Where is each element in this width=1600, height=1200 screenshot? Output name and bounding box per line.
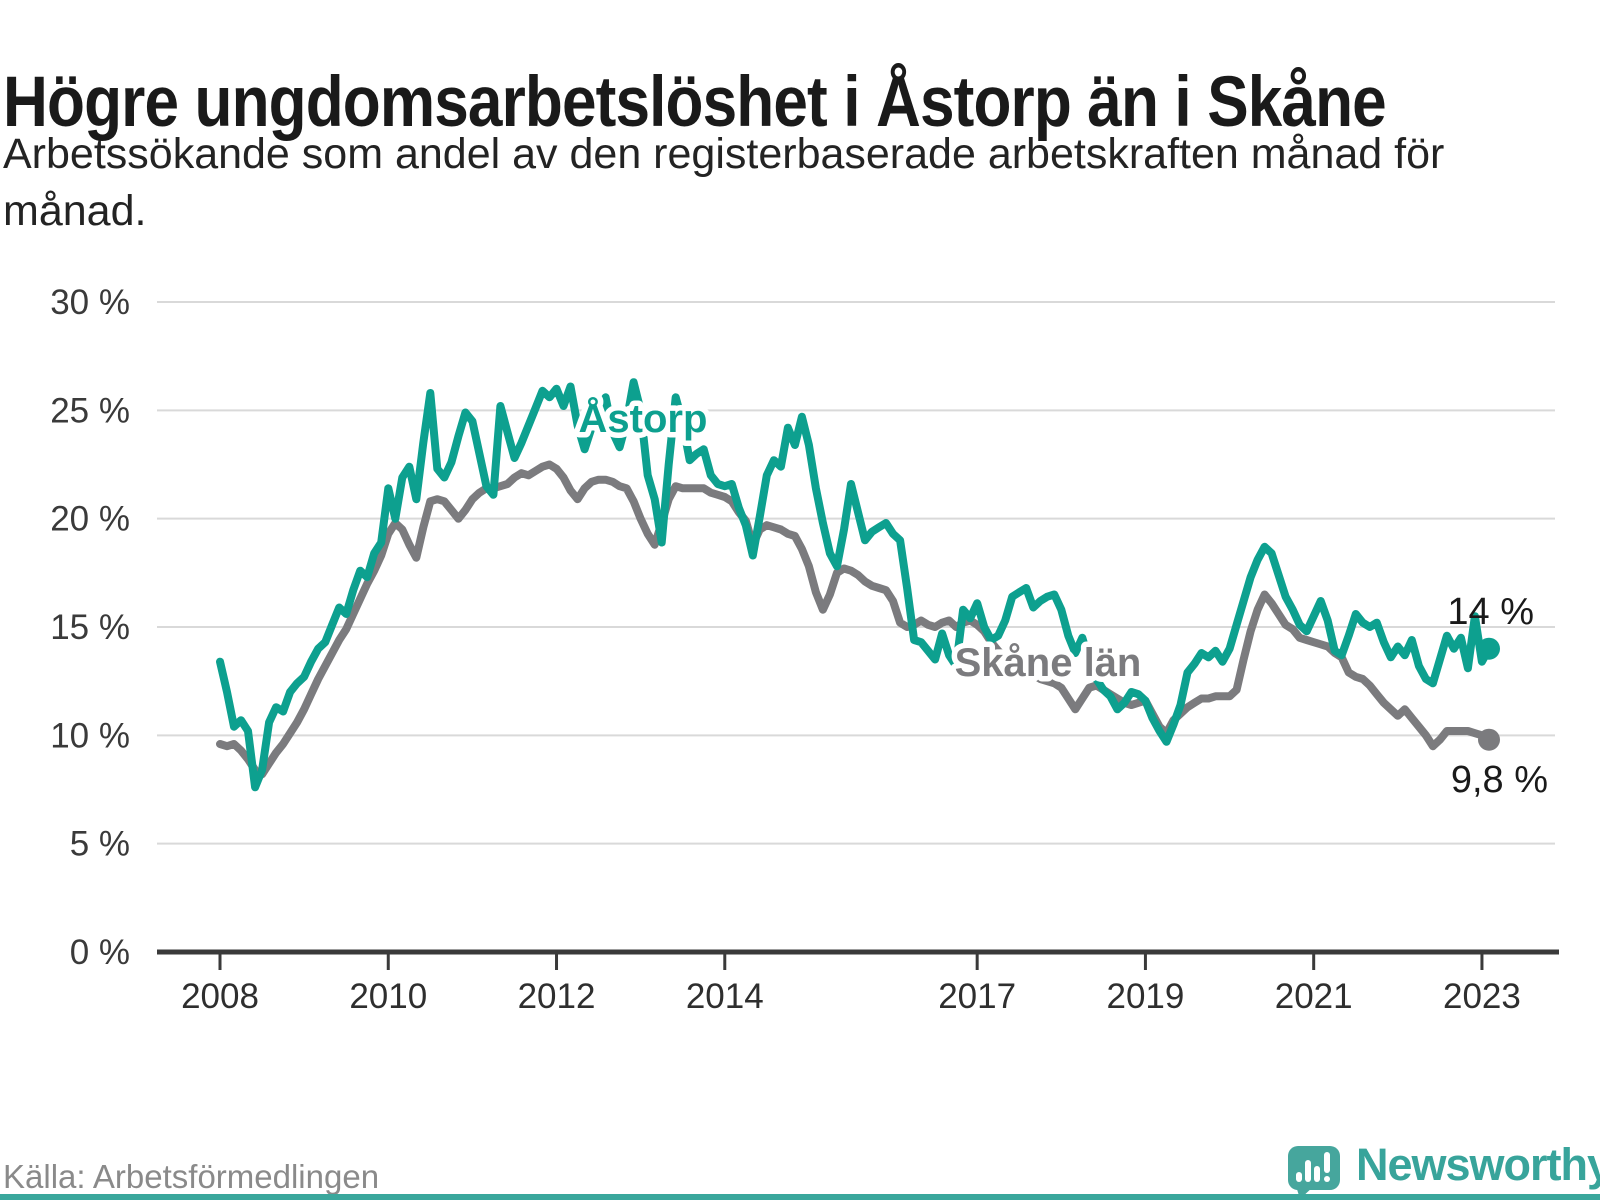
x-axis-tick-label: 2014: [686, 977, 764, 1016]
logo-bubble: [1288, 1146, 1340, 1190]
x-axis-tick-label: 2019: [1106, 977, 1184, 1016]
page-subtitle: Arbetssökande som andel av den registerb…: [3, 130, 1445, 235]
series-end-value-astorp: 14 %: [1447, 591, 1534, 633]
brand-name: Newsworthy: [1356, 1139, 1600, 1190]
series-end-dot-astorp: [1478, 637, 1500, 660]
logo-bar-tall: [1305, 1160, 1311, 1182]
y-axis-tick-label: 30 %: [50, 283, 130, 322]
logo-bar-medium: [1314, 1166, 1320, 1182]
y-axis-tick-label: 20 %: [50, 500, 130, 539]
newsworthy-logo-icon: [1288, 1146, 1340, 1199]
series-line-astorp: [216, 378, 1493, 792]
y-axis-tick-label: 15 %: [50, 608, 130, 647]
series-end-value-skane-lan: 9,8 %: [1451, 759, 1548, 801]
logo-exclamation-line: [1324, 1152, 1330, 1173]
bottom-accent-bar: [0, 1194, 1600, 1200]
page-title: Högre ungdomsarbetslöshet i Åstorp än i …: [3, 62, 1387, 142]
series-label-astorp: Åstorp: [579, 396, 708, 441]
x-axis-tick-label: 2012: [518, 977, 596, 1016]
x-axis-tick-label: 2021: [1275, 977, 1353, 1016]
series-line-skane-lan: [216, 460, 1493, 779]
y-axis-tick-label: 5 %: [70, 825, 130, 864]
series-label-skane-lan: Skåne län: [955, 641, 1142, 685]
series-end-dot-skane-lan: [1478, 728, 1500, 751]
x-axis-tick-label: 2017: [938, 977, 1016, 1016]
logo-exclamation-dot: [1324, 1176, 1330, 1182]
x-axis-tick-label: 2008: [181, 977, 259, 1016]
y-axis-tick-label: 25 %: [50, 391, 130, 430]
source-note: Källa: Arbetsförmedlingen: [3, 1158, 380, 1195]
y-axis-tick-label: 10 %: [50, 716, 130, 755]
x-axis-tick-label: 2010: [349, 977, 427, 1016]
x-axis-tick-label: 2023: [1443, 977, 1521, 1016]
newsworthy-logo: Newsworthy: [1288, 1138, 1600, 1200]
y-axis-tick-label: 0 %: [70, 933, 130, 972]
logo-bar-small: [1296, 1172, 1302, 1182]
